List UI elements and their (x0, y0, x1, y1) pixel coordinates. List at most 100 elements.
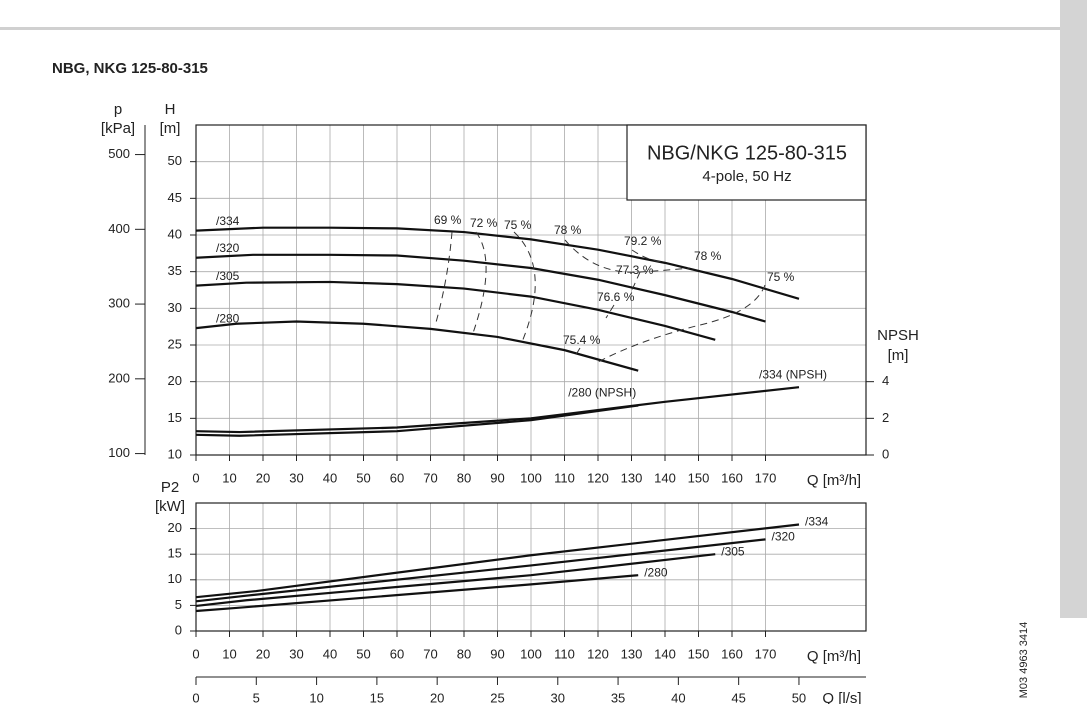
x-tick-label: 170 (755, 470, 777, 485)
efficiency-contour (597, 284, 766, 363)
series-label: /280 (NPSH) (568, 386, 636, 400)
y-tick-label: 15 (168, 410, 182, 425)
legend-box (626, 124, 867, 201)
page-title: NBG, NKG 125-80-315 (52, 60, 208, 77)
y2-axis-unit: [m] (888, 347, 909, 364)
y-tick-label: 40 (168, 226, 182, 241)
p-tick-label: 500 (108, 146, 130, 161)
y-axis-unit: [m] (160, 120, 181, 137)
x2-tick-label: 15 (370, 690, 384, 704)
efficiency-label: 75 % (504, 218, 532, 232)
y-tick-label: 50 (168, 153, 182, 168)
p-axis-label: p (114, 101, 122, 118)
x-tick-label: 130 (621, 470, 643, 485)
x-tick-label: 100 (520, 470, 542, 485)
sidebar (1060, 0, 1087, 618)
curve (195, 280, 716, 341)
x2-tick-label: 50 (792, 690, 806, 704)
efficiency-contour (631, 271, 641, 291)
x-tick-label: 50 (356, 646, 370, 661)
p-tick-label: 200 (108, 370, 130, 385)
p-axis-unit: [kPa] (101, 120, 135, 137)
x-tick-label: 90 (490, 646, 504, 661)
series-label: /305 (216, 269, 240, 283)
series-label: /320 (772, 530, 796, 544)
y-tick-label: 20 (168, 373, 182, 388)
x2-tick-label: 30 (551, 690, 565, 704)
plot-frame (195, 124, 867, 456)
x-tick-label: 70 (423, 470, 437, 485)
x-tick-label: 150 (688, 470, 710, 485)
x2-tick-label: 35 (611, 690, 625, 704)
x2-tick-label: 20 (430, 690, 444, 704)
p-tick-label: 100 (108, 445, 130, 460)
x-tick-label: 10 (222, 646, 236, 661)
efficiency-label: 69 % (434, 213, 462, 227)
x-tick-label: 40 (323, 470, 337, 485)
x-tick-label: 40 (323, 646, 337, 661)
x-tick-label: 90 (490, 470, 504, 485)
x-tick-label: 20 (256, 470, 270, 485)
y-tick-label: 10 (168, 571, 182, 586)
y-tick-label: 45 (168, 190, 182, 205)
y2-tick-label: 4 (882, 373, 889, 388)
y-axis-label: H (165, 101, 176, 118)
efficiency-label: 78 % (694, 249, 722, 263)
x-tick-label: 80 (457, 470, 471, 485)
series-label: /334 (NPSH) (759, 367, 827, 381)
x-tick-label: 110 (554, 646, 575, 661)
curve (195, 404, 639, 437)
y-tick-label: 15 (168, 546, 182, 561)
x2-tick-label: 5 (253, 690, 260, 704)
y-tick-label: 25 (168, 336, 182, 351)
curve (195, 320, 639, 372)
x-tick-label: 20 (256, 646, 270, 661)
curve (195, 226, 800, 300)
chart-subtitle: 4-pole, 50 Hz (702, 168, 791, 185)
x-tick-label: 80 (457, 646, 471, 661)
plot-frame (195, 502, 867, 632)
efficiency-contour (434, 231, 453, 327)
efficiency-contour (631, 249, 666, 263)
x-tick-label: 10 (222, 470, 236, 485)
x-tick-label: 150 (688, 646, 710, 661)
x2-tick-label: 0 (192, 690, 199, 704)
x-tick-label: 160 (721, 646, 743, 661)
y-tick-label: 20 (168, 520, 182, 535)
x-tick-label: 50 (356, 470, 370, 485)
efficiency-label: 77.3 % (616, 263, 654, 277)
x-tick-label: 0 (192, 646, 199, 661)
p-tick-label: 400 (108, 221, 130, 236)
x-tick-label: 0 (192, 470, 199, 485)
x-tick-label: 120 (587, 646, 609, 661)
y2-axis-label: NPSH (877, 327, 919, 344)
x-tick-label: 60 (390, 470, 404, 485)
x-tick-label: 120 (587, 470, 609, 485)
efficiency-contour (573, 347, 581, 359)
x2-tick-label: 10 (309, 690, 323, 704)
x2-tick-label: 45 (731, 690, 745, 704)
chart: 0 10 20 30 40 50 60 70 80 90 100 110 120 130 140 150 160… (101, 101, 919, 489)
efficiency-label: 78 % (554, 223, 582, 237)
doc-id: M03 4963 3414 (1018, 622, 1030, 698)
x-tick-label: 60 (390, 646, 404, 661)
y-tick-label: 35 (168, 263, 182, 278)
y-tick-label: 30 (168, 300, 182, 315)
y-tick-label: 0 (175, 622, 182, 637)
y-tick-label: 5 (175, 597, 182, 612)
efficiency-label: 75.4 % (563, 333, 601, 347)
x-tick-label: 100 (520, 646, 542, 661)
x-axis-label: Q [m³/h] (807, 648, 861, 665)
efficiency-contours (434, 231, 766, 363)
y2-tick-label: 2 (882, 410, 889, 425)
x-tick-label: 140 (654, 470, 676, 485)
curve (195, 574, 639, 613)
x-tick-label: 110 (554, 470, 575, 485)
y2-tick-label: 0 (882, 446, 889, 461)
x-tick-label: 30 (289, 646, 303, 661)
x-tick-label: 130 (621, 646, 643, 661)
curve (195, 523, 800, 599)
series-label: /280 (216, 311, 240, 325)
